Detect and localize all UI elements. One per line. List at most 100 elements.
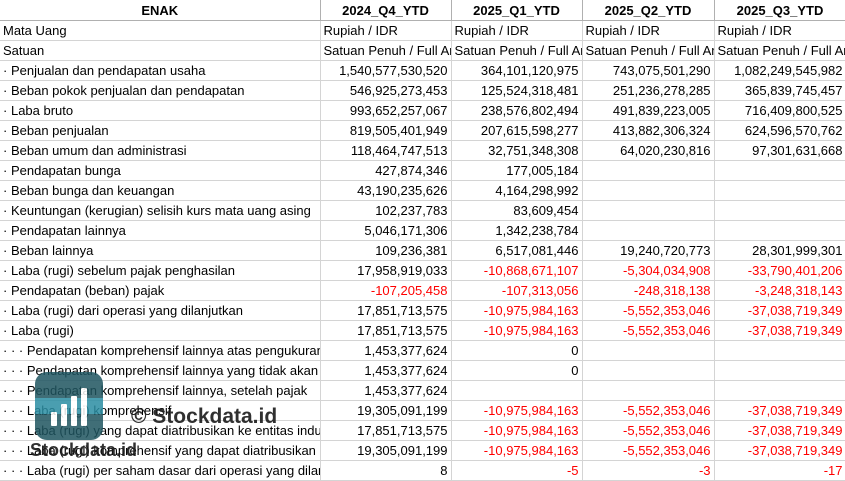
- value-cell[interactable]: 1,082,249,545,982: [714, 60, 845, 81]
- value-cell[interactable]: [451, 380, 583, 401]
- value-cell[interactable]: -10,975,984,163: [451, 300, 583, 321]
- value-cell[interactable]: [582, 160, 715, 181]
- value-cell[interactable]: 17,851,713,575: [320, 420, 452, 441]
- value-cell[interactable]: 177,005,184: [451, 160, 583, 181]
- value-cell[interactable]: 365,839,745,457: [714, 80, 845, 101]
- value-cell[interactable]: 743,075,501,290: [582, 60, 715, 81]
- value-cell[interactable]: -5,552,353,046: [582, 400, 715, 421]
- value-cell[interactable]: 17,851,713,575: [320, 300, 452, 321]
- value-cell[interactable]: -37,038,719,349: [714, 440, 845, 461]
- row-label-cell[interactable]: · Pendapatan (beban) pajak: [0, 280, 321, 301]
- value-cell[interactable]: 5,046,171,306: [320, 220, 452, 241]
- value-cell[interactable]: -107,205,458: [320, 280, 452, 301]
- value-cell[interactable]: 6,517,081,446: [451, 240, 583, 261]
- value-cell[interactable]: 716,409,800,525: [714, 100, 845, 121]
- value-cell[interactable]: 1,453,377,624: [320, 360, 452, 381]
- row-label-cell[interactable]: · Keuntungan (kerugian) selisih kurs mat…: [0, 200, 321, 221]
- value-cell[interactable]: -33,790,401,206: [714, 260, 845, 281]
- value-cell[interactable]: 251,236,278,285: [582, 80, 715, 101]
- value-cell[interactable]: 427,874,346: [320, 160, 452, 181]
- value-cell[interactable]: -3: [582, 460, 715, 481]
- value-cell[interactable]: 19,240,720,773: [582, 240, 715, 261]
- row-label-cell[interactable]: · Laba (rugi) sebelum pajak penghasilan: [0, 260, 321, 281]
- value-cell[interactable]: Satuan Penuh / Full Amount: [320, 40, 452, 61]
- value-cell[interactable]: -5,552,353,046: [582, 440, 715, 461]
- row-label-cell[interactable]: · Beban umum dan administrasi: [0, 140, 321, 161]
- value-cell[interactable]: Satuan Penuh / Full Amount: [714, 40, 845, 61]
- value-cell[interactable]: [714, 220, 845, 241]
- row-label-cell[interactable]: · Pendapatan bunga: [0, 160, 321, 181]
- value-cell[interactable]: -10,868,671,107: [451, 260, 583, 281]
- value-cell[interactable]: -10,975,984,163: [451, 420, 583, 441]
- value-cell[interactable]: 17,958,919,033: [320, 260, 452, 281]
- value-cell[interactable]: -248,318,138: [582, 280, 715, 301]
- value-cell[interactable]: 819,505,401,949: [320, 120, 452, 141]
- value-cell[interactable]: -37,038,719,349: [714, 400, 845, 421]
- row-label-cell[interactable]: · Beban lainnya: [0, 240, 321, 261]
- row-label-cell[interactable]: · · · Laba (rugi) komprehensif yang dapa…: [0, 440, 321, 461]
- row-label-cell[interactable]: · Laba bruto: [0, 100, 321, 121]
- row-label-cell[interactable]: · Beban bunga dan keuangan: [0, 180, 321, 201]
- value-cell[interactable]: [582, 220, 715, 241]
- value-cell[interactable]: 1,453,377,624: [320, 340, 452, 361]
- value-cell[interactable]: -5,552,353,046: [582, 300, 715, 321]
- value-cell[interactable]: -3,248,318,143: [714, 280, 845, 301]
- header-period-cell[interactable]: 2024_Q4_YTD: [320, 0, 452, 21]
- value-cell[interactable]: 1,453,377,624: [320, 380, 452, 401]
- value-cell[interactable]: [582, 200, 715, 221]
- value-cell[interactable]: 109,236,381: [320, 240, 452, 261]
- value-cell[interactable]: -5,552,353,046: [582, 420, 715, 441]
- value-cell[interactable]: [582, 380, 715, 401]
- value-cell[interactable]: Rupiah / IDR: [451, 20, 583, 41]
- value-cell[interactable]: 546,925,273,453: [320, 80, 452, 101]
- header-period-cell[interactable]: 2025_Q3_YTD: [714, 0, 845, 21]
- value-cell[interactable]: [714, 160, 845, 181]
- value-cell[interactable]: [582, 180, 715, 201]
- value-cell[interactable]: -107,313,056: [451, 280, 583, 301]
- value-cell[interactable]: 8: [320, 460, 452, 481]
- value-cell[interactable]: 993,652,257,067: [320, 100, 452, 121]
- value-cell[interactable]: [582, 340, 715, 361]
- value-cell[interactable]: [714, 180, 845, 201]
- value-cell[interactable]: 1,342,238,784: [451, 220, 583, 241]
- value-cell[interactable]: -10,975,984,163: [451, 440, 583, 461]
- value-cell[interactable]: 0: [451, 340, 583, 361]
- value-cell[interactable]: 238,576,802,494: [451, 100, 583, 121]
- value-cell[interactable]: [714, 200, 845, 221]
- value-cell[interactable]: -5: [451, 460, 583, 481]
- header-company-cell[interactable]: ENAK: [0, 0, 321, 21]
- value-cell[interactable]: 19,305,091,199: [320, 400, 452, 421]
- value-cell[interactable]: 28,301,999,301: [714, 240, 845, 261]
- value-cell[interactable]: 102,237,783: [320, 200, 452, 221]
- value-cell[interactable]: 125,524,318,481: [451, 80, 583, 101]
- value-cell[interactable]: 364,101,120,975: [451, 60, 583, 81]
- row-label-cell[interactable]: · · · Pendapatan komprehensif lainnya at…: [0, 340, 321, 361]
- value-cell[interactable]: Rupiah / IDR: [714, 20, 845, 41]
- header-period-cell[interactable]: 2025_Q2_YTD: [582, 0, 715, 21]
- value-cell[interactable]: 1,540,577,530,520: [320, 60, 452, 81]
- value-cell[interactable]: -17: [714, 460, 845, 481]
- row-label-cell[interactable]: Mata Uang: [0, 20, 321, 41]
- value-cell[interactable]: -37,038,719,349: [714, 320, 845, 341]
- row-label-cell[interactable]: · Penjualan dan pendapatan usaha: [0, 60, 321, 81]
- value-cell[interactable]: 4,164,298,992: [451, 180, 583, 201]
- value-cell[interactable]: 64,020,230,816: [582, 140, 715, 161]
- value-cell[interactable]: 207,615,598,277: [451, 120, 583, 141]
- value-cell[interactable]: -37,038,719,349: [714, 300, 845, 321]
- header-period-cell[interactable]: 2025_Q1_YTD: [451, 0, 583, 21]
- value-cell[interactable]: [714, 380, 845, 401]
- value-cell[interactable]: 413,882,306,324: [582, 120, 715, 141]
- value-cell[interactable]: 491,839,223,005: [582, 100, 715, 121]
- value-cell[interactable]: Rupiah / IDR: [582, 20, 715, 41]
- value-cell[interactable]: [582, 360, 715, 381]
- value-cell[interactable]: 624,596,570,762: [714, 120, 845, 141]
- value-cell[interactable]: Satuan Penuh / Full Amount: [451, 40, 583, 61]
- value-cell[interactable]: -5,552,353,046: [582, 320, 715, 341]
- value-cell[interactable]: -37,038,719,349: [714, 420, 845, 441]
- row-label-cell[interactable]: · Beban pokok penjualan dan pendapatan: [0, 80, 321, 101]
- value-cell[interactable]: 0: [451, 360, 583, 381]
- row-label-cell[interactable]: · · · Laba (rugi) per saham dasar dari o…: [0, 460, 321, 481]
- value-cell[interactable]: 17,851,713,575: [320, 320, 452, 341]
- value-cell[interactable]: 43,190,235,626: [320, 180, 452, 201]
- value-cell[interactable]: [714, 340, 845, 361]
